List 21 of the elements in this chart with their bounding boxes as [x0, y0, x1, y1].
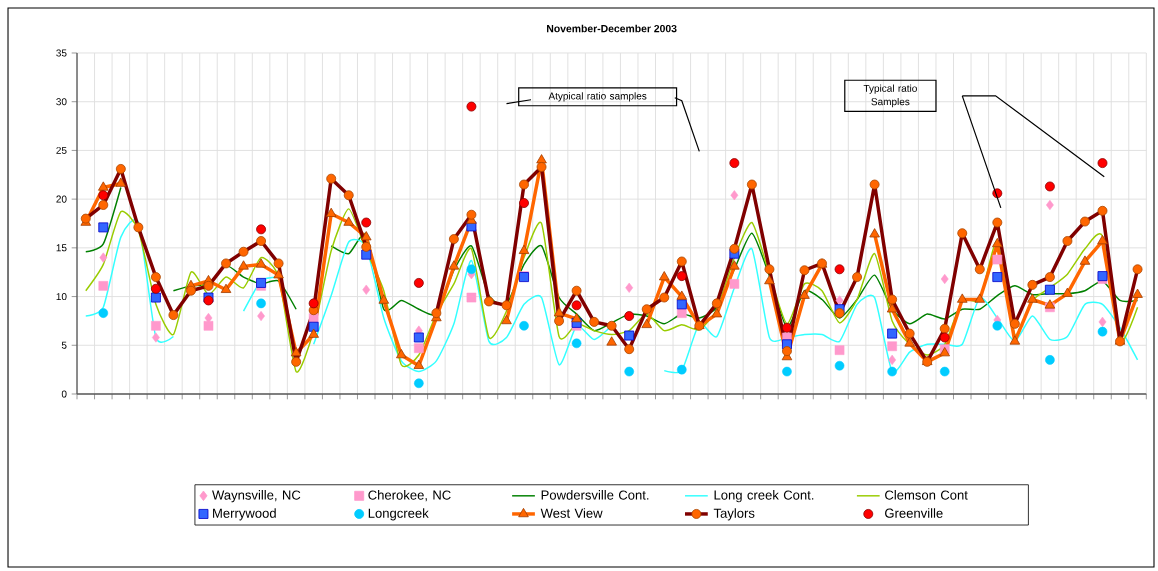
- legend-label: Waynsville, NC: [212, 490, 301, 503]
- legend-label: Greenville: [885, 508, 943, 518]
- legend-label: Merrywood: [213, 508, 276, 521]
- legend-label: West View: [540, 508, 603, 518]
- legend-label: Taylors: [713, 508, 755, 521]
- legend-label: Long creek Cont.: [714, 490, 814, 503]
- annotation: Typical ratio Samples: [863, 84, 917, 108]
- legend-label: Clemson Cont: [885, 490, 968, 500]
- chart-title: November-December 2003: [547, 24, 677, 33]
- legend-label: Powdersville Cont.: [541, 490, 649, 500]
- annotation: Atypical ratio samples: [548, 92, 647, 102]
- y-tick-label: 35: [56, 49, 67, 57]
- y-tick-label: 20: [56, 195, 67, 203]
- y-tick-label: 10: [56, 293, 67, 301]
- y-tick-label: 5: [61, 341, 67, 349]
- y-tick-label: 25: [56, 146, 67, 154]
- legend-label: Longcreek: [368, 508, 429, 521]
- y-tick-label: 0: [61, 390, 67, 398]
- y-tick-label: 30: [56, 98, 67, 106]
- legend-label: Cherokee, NC: [368, 490, 451, 502]
- y-tick-label: 15: [56, 244, 67, 252]
